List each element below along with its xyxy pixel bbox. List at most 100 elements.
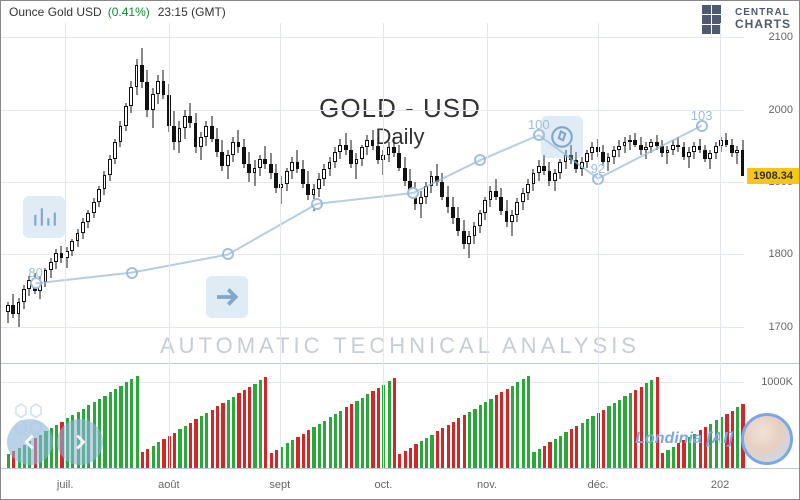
volume-bar	[430, 435, 433, 472]
candlestick	[263, 23, 267, 363]
volume-bar	[447, 425, 450, 472]
candlestick	[553, 23, 557, 363]
volume-bar	[211, 410, 214, 472]
volume-bar	[591, 416, 594, 472]
candlestick	[328, 23, 332, 363]
candlestick	[612, 23, 616, 363]
candlestick	[113, 23, 117, 363]
candlestick	[301, 23, 305, 363]
grid-line-v	[65, 23, 66, 469]
volume-bar	[613, 403, 616, 472]
candlestick	[607, 23, 611, 363]
candlestick	[574, 23, 578, 363]
volume-bar	[130, 379, 133, 472]
volume-bar	[119, 386, 122, 472]
x-axis-label: oct.	[375, 479, 393, 491]
volume-bar	[103, 396, 106, 472]
candlestick	[714, 23, 718, 363]
candlestick	[451, 23, 455, 363]
volume-bar	[500, 392, 503, 472]
hex-grid-icon	[11, 399, 51, 444]
candlestick	[349, 23, 353, 363]
candlestick	[682, 23, 686, 363]
y-axis-label: 2100	[769, 31, 793, 43]
candlestick	[725, 23, 729, 363]
volume-bar	[489, 399, 492, 472]
candlestick	[172, 23, 176, 363]
candlestick	[194, 23, 198, 363]
candlestick	[338, 23, 342, 363]
volume-bar	[463, 415, 466, 472]
ai-badge[interactable]: Londinia [AI]	[635, 413, 793, 465]
candlestick	[317, 23, 321, 363]
volume-bar	[136, 376, 139, 472]
volume-bar	[205, 413, 208, 472]
candlestick	[505, 23, 509, 363]
volume-bar	[248, 387, 251, 472]
candlestick	[129, 23, 133, 363]
volume-bar	[436, 431, 439, 472]
volume-bar	[618, 400, 621, 472]
volume-bar	[586, 419, 589, 472]
volume-bar	[516, 382, 519, 472]
volume-bar	[393, 378, 396, 472]
volume-bar	[178, 429, 181, 472]
candlestick	[494, 23, 498, 363]
candlestick	[633, 23, 637, 363]
volume-bar	[253, 384, 256, 473]
instrument-name: Ounce Gold USD	[9, 5, 102, 19]
x-axis-label: nov.	[477, 479, 497, 491]
volume-bar	[296, 437, 299, 472]
grid-line-v	[169, 23, 170, 469]
x-axis-label: déc.	[588, 479, 609, 491]
candlestick	[376, 23, 380, 363]
candlestick	[692, 23, 696, 363]
volume-bar	[355, 401, 358, 472]
candlestick	[312, 23, 316, 363]
volume-bar	[377, 388, 380, 472]
candlestick	[392, 23, 396, 363]
overlay-point	[222, 248, 234, 260]
candlestick	[703, 23, 707, 363]
candlestick	[456, 23, 460, 363]
x-axis-label: juil.	[57, 479, 74, 491]
candlestick	[660, 23, 664, 363]
nav-next-button[interactable]	[57, 419, 103, 465]
volume-bar	[371, 391, 374, 472]
price-chart-panel[interactable]: GOLD - USD Daily AUTOMATIC TECHNICAL ANA…	[1, 23, 799, 363]
ai-avatar-icon	[741, 413, 793, 465]
volume-bar	[629, 393, 632, 472]
candlestick	[467, 23, 471, 363]
candlestick	[403, 23, 407, 363]
candlestick	[151, 23, 155, 363]
candlestick	[306, 23, 310, 363]
candlestick	[542, 23, 546, 363]
volume-bar	[184, 426, 187, 472]
volume-bar	[125, 382, 128, 472]
overlay-point-label: 80	[28, 265, 42, 280]
volume-bar	[334, 414, 337, 472]
candlestick	[548, 23, 552, 363]
volume-bar	[194, 419, 197, 472]
candlestick	[623, 23, 627, 363]
grid-line-v	[598, 23, 599, 469]
candlestick	[124, 23, 128, 363]
candlestick	[521, 23, 525, 363]
candlestick	[119, 23, 123, 363]
candlestick	[580, 23, 584, 363]
overlay-point	[126, 267, 138, 279]
candlestick	[183, 23, 187, 363]
compass-icon	[541, 116, 583, 158]
candlestick	[569, 23, 573, 363]
candlestick	[162, 23, 166, 363]
timestamp: 23:15 (GMT)	[158, 5, 226, 19]
candlestick	[510, 23, 514, 363]
x-axis-label: 202	[711, 479, 729, 491]
candlestick	[81, 23, 85, 363]
candlestick	[397, 23, 401, 363]
candlestick	[601, 23, 605, 363]
volume-bar	[623, 396, 626, 472]
volume-bar	[339, 411, 342, 472]
candlestick	[617, 23, 621, 363]
volume-bar	[243, 390, 246, 472]
